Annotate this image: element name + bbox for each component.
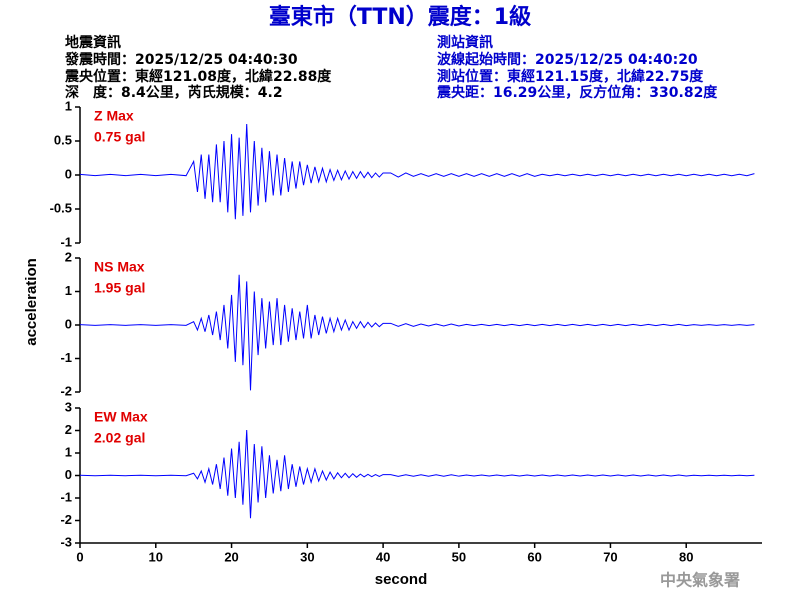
info-line: 發震時間：2025/12/25 04:40:30	[64, 51, 298, 68]
x-tick-label: 40	[376, 549, 390, 564]
y-tick-label: 0.5	[54, 132, 72, 147]
x-tick-label: 30	[300, 549, 314, 564]
info-line: 測站位置：東經121.15度，北緯22.75度	[437, 68, 704, 85]
y-tick-label: 2	[65, 422, 72, 437]
y-tick-label: -1	[60, 234, 72, 249]
y-tick-label: 2	[65, 249, 72, 264]
y-tick-label: -0.5	[50, 200, 72, 215]
x-tick-label: 10	[149, 549, 163, 564]
max-value: 0.75 gal	[94, 129, 145, 145]
y-tick-label: -1	[60, 489, 72, 504]
max-value: 1.95 gal	[94, 280, 145, 296]
max-label: Z Max	[94, 108, 134, 124]
max-label: EW Max	[94, 409, 148, 425]
y-tick-label: 0	[65, 316, 72, 331]
x-tick-label: 0	[76, 549, 83, 564]
waveform	[79, 123, 755, 220]
y-tick-label: -2	[60, 383, 72, 398]
info-line: 震央位置：東經121.08度，北緯22.88度	[64, 68, 332, 85]
chart-title: 臺東市（TTN）震度：1級	[269, 4, 531, 30]
max-label: NS Max	[94, 259, 145, 275]
y-tick-label: -2	[60, 512, 72, 527]
waveform	[79, 274, 755, 391]
x-tick-label: 60	[527, 549, 541, 564]
y-tick-label: 1	[65, 283, 72, 298]
info-line: 波線起始時間：2025/12/25 04:40:20	[437, 51, 698, 68]
y-tick-label: -1	[60, 350, 72, 365]
info-line: 地震資訊	[65, 34, 121, 51]
x-tick-label: 20	[224, 549, 238, 564]
y-tick-label: 3	[65, 399, 72, 414]
info-line: 測站資訊	[437, 34, 493, 51]
waveform	[79, 430, 755, 519]
x-tick-label: 70	[603, 549, 617, 564]
y-tick-label: 1	[65, 98, 72, 113]
y-tick-label: 0	[65, 467, 72, 482]
x-axis-label: second	[375, 571, 428, 588]
y-axis-label: acceleration	[23, 258, 40, 346]
y-tick-label: -3	[60, 534, 72, 549]
footer: 中央氣象署	[660, 571, 740, 590]
x-tick-label: 80	[679, 549, 693, 564]
info-line: 深 度：8.4公里，芮氏規模：4.2	[65, 84, 283, 101]
x-tick-label: 50	[452, 549, 466, 564]
y-tick-label: 0	[65, 166, 72, 181]
y-tick-label: 1	[65, 444, 72, 459]
max-value: 2.02 gal	[94, 430, 145, 446]
info-line: 震央距：16.29公里，反方位角：330.82度	[436, 84, 718, 101]
